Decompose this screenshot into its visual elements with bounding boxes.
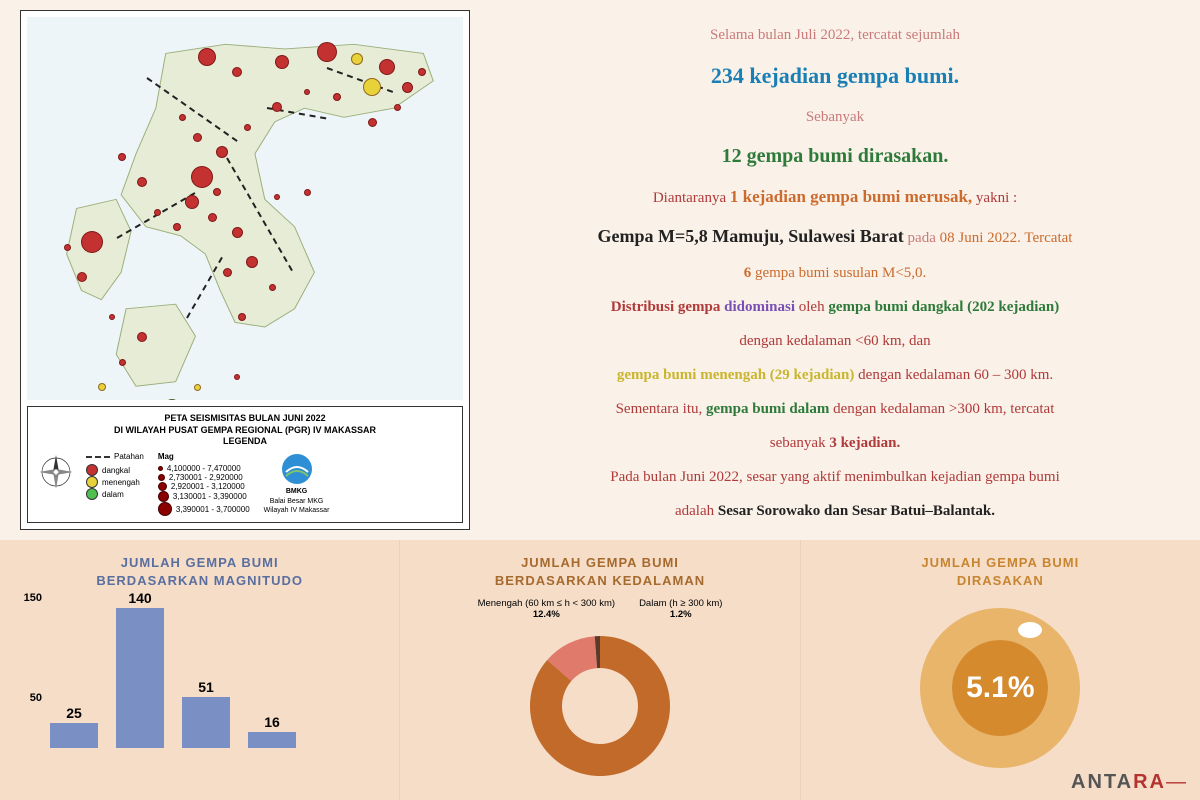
donut-svg (520, 626, 680, 786)
watermark: ANTARA— (1071, 771, 1188, 794)
legend-depth-col: Patahan dangkalmenengahdalam (86, 452, 144, 516)
magnitude-bar-chart: JUMLAH GEMPA BUMI BERDASARKAN MAGNITUDO … (0, 540, 399, 800)
charts-row: JUMLAH GEMPA BUMI BERDASARKAN MAGNITUDO … (0, 540, 1200, 800)
legend-mag-col: Mag 4,100000 - 7,4700002,730001 - 2,9200… (158, 452, 250, 516)
bmkg-logo-icon (280, 452, 314, 486)
narrative-text: Selama bulan Juli 2022, tercatat sejumla… (490, 10, 1180, 530)
depth-donut-chart: JUMLAH GEMPA BUMI BERDASARKAN KEDALAMAN … (399, 540, 799, 800)
map-legend: PETA SEISMISITAS BULAN JUNI 2022 DI WILA… (27, 406, 463, 523)
legend-title-l1: PETA SEISMISITAS BULAN JUNI 2022 (36, 413, 454, 425)
bmkg-logo: BMKG Balai Besar MKG Wilayah IV Makassar (264, 452, 330, 516)
legend-title-l2: DI WILAYAH PUSAT GEMPA REGIONAL (PGR) IV… (36, 425, 454, 437)
seismicity-map (27, 17, 463, 400)
seismicity-map-panel: PETA SEISMISITAS BULAN JUNI 2022 DI WILA… (20, 10, 470, 530)
legend-title-l3: LEGENDA (36, 436, 454, 448)
ring-value: 5.1% (966, 671, 1034, 704)
compass-icon (36, 452, 76, 492)
felt-ring-chart: JUMLAH GEMPA BUMI DIRASAKAN 5.1% ANTARA— (800, 540, 1200, 800)
